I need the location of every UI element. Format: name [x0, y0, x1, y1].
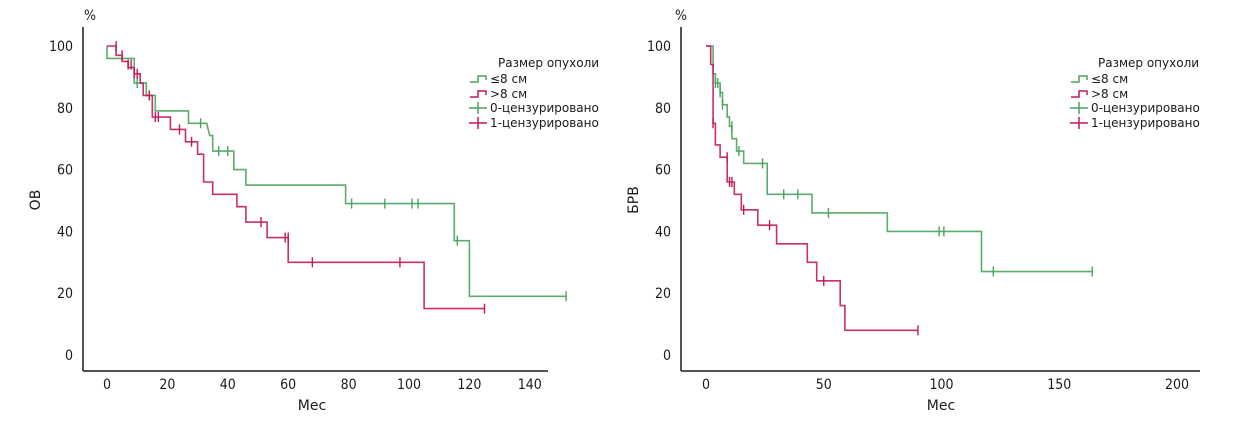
legend-entry: ≤8 см — [490, 72, 527, 86]
chart-progression-free-survival: % БРВ Мес 0 20 40 60 80 100 0 50 100 150 200 Разм… — [626, 8, 1200, 414]
legend-entry: ≤8 см — [1091, 72, 1128, 86]
legend-line-small-tumor-icon — [1071, 75, 1088, 83]
y-tick-label: 60 — [57, 163, 73, 179]
legend-entry: >8 см — [490, 87, 527, 101]
y-tick-label: 80 — [57, 101, 73, 117]
y-tick-label: 0 — [663, 348, 671, 364]
x-tick-label: 50 — [816, 377, 832, 393]
km-curve-large-tumor — [107, 45, 485, 310]
x-tick-label: 120 — [457, 377, 481, 393]
legend-entry: 1-цензурировано — [490, 116, 599, 130]
x-tick-label: 80 — [341, 377, 357, 393]
y-tick-label: 20 — [655, 286, 671, 302]
legend-censor-green-icon — [1070, 102, 1088, 114]
y-tick-label: 100 — [49, 39, 73, 55]
y-tick-label: 20 — [57, 286, 73, 302]
x-axis-label: Мес — [298, 398, 326, 414]
legend-line-large-tumor-icon — [470, 90, 487, 98]
x-axis-label: Мес — [927, 398, 955, 414]
x-tick-label: 20 — [159, 377, 175, 393]
x-tick-label: 150 — [1047, 377, 1071, 393]
legend-censor-green-icon — [469, 102, 487, 114]
legend-line-small-tumor-icon — [470, 75, 487, 83]
x-tick-label: 0 — [702, 377, 710, 393]
x-tick-label: 0 — [103, 377, 111, 393]
chart-overall-survival: % ОВ Мес 0 20 40 60 80 100 0 20 40 60 80 100 120 140… — [28, 8, 599, 414]
x-tick-label: 40 — [220, 377, 236, 393]
x-tick-label: 100 — [397, 377, 421, 393]
legend-title: Размер опухоли — [1098, 56, 1199, 70]
x-tick-label: 100 — [929, 377, 953, 393]
y-axis-label: БРВ — [626, 186, 642, 214]
y-unit-label: % — [84, 8, 96, 24]
legend-title: Размер опухоли — [498, 56, 599, 70]
y-tick-label: 40 — [57, 224, 73, 240]
legend: Размер опухоли ≤8 см >8 см 0-цензурирова… — [469, 56, 599, 130]
y-unit-label: % — [675, 8, 687, 24]
x-tick-label: 140 — [518, 377, 542, 393]
x-tick-label: 60 — [280, 377, 296, 393]
y-tick-label: 0 — [65, 348, 73, 364]
legend-line-large-tumor-icon — [1071, 90, 1088, 98]
legend-entry: 0-цензурировано — [1091, 101, 1200, 115]
y-tick-label: 60 — [655, 163, 671, 179]
legend-entry: 1-цензурировано — [1091, 116, 1200, 130]
km-curve-large-tumor — [706, 45, 918, 332]
y-tick-label: 80 — [655, 101, 671, 117]
km-curve-small-tumor — [706, 45, 1093, 273]
legend-entry: 0-цензурировано — [490, 101, 599, 115]
y-tick-label: 40 — [655, 224, 671, 240]
legend-entry: >8 см — [1091, 87, 1128, 101]
legend: Размер опухоли ≤8 см >8 см 0-цензурирова… — [1070, 56, 1200, 130]
legend-censor-magenta-icon — [469, 117, 487, 129]
x-tick-label: 200 — [1165, 377, 1189, 393]
y-tick-label: 100 — [647, 39, 671, 55]
y-axis-label: ОВ — [28, 190, 44, 211]
km-curve-small-tumor — [106, 46, 566, 298]
legend-censor-magenta-icon — [1070, 117, 1088, 129]
